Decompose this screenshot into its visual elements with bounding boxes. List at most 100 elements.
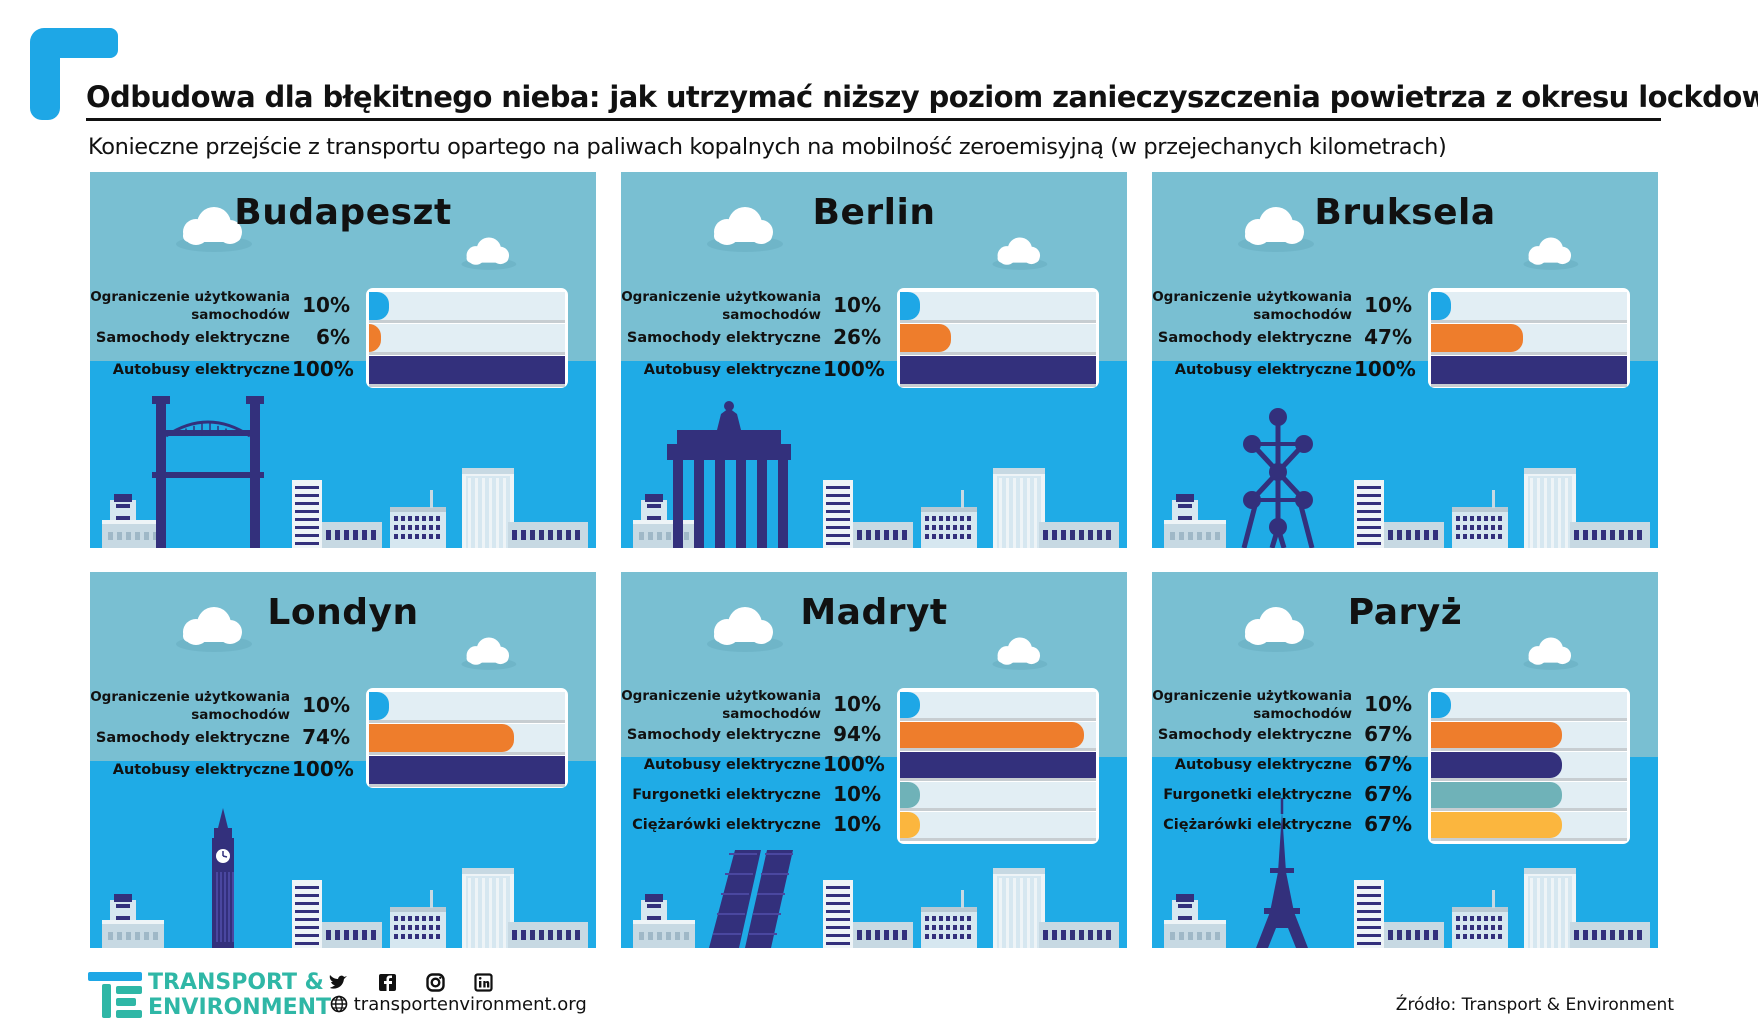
bigben-landmark-icon [212,808,234,948]
row-label: Autobusy elektryczne [643,362,821,378]
facebook-icon[interactable] [379,974,396,991]
atomium-landmark-icon [1241,408,1315,548]
bar-box [1428,288,1630,388]
row-label: Autobusy elektryczne [112,762,290,778]
row-label: Ograniczenie użytkowania samochodów [90,689,290,723]
bar-track [369,292,565,323]
city-scene [102,207,588,548]
bar-fill [900,292,920,320]
cloud-icon [992,237,1048,270]
city-name: Madryt [800,592,948,633]
row-value: 10% [1364,293,1412,317]
cloud-icon [1523,637,1579,670]
bar-fill [900,324,951,352]
city-panel-6: Paryż Ograniczenie użytkowania samochodów 1… [1152,572,1658,948]
city-panel-3: Bruksela Ograniczenie użytkowania samochod… [1152,172,1658,548]
bar-fill [1431,752,1563,778]
row-label: Autobusy elektryczne [112,362,290,378]
bar-track [900,356,1096,387]
bar-track [369,356,565,387]
row-value: 47% [1364,325,1412,349]
bar-fill [900,356,1096,384]
bar-track [1431,292,1627,323]
twitter-icon[interactable] [329,975,347,989]
row-label: Furgonetki elektryczne [632,787,821,803]
cloud-icon [707,207,783,252]
row-value: 100% [823,752,885,776]
bar-track [1431,324,1627,355]
globe-icon [330,995,348,1013]
city-name: Londyn [267,592,419,633]
city-name: Budapeszt [234,192,452,233]
row-value: 100% [823,357,885,381]
kio-landmark-icon [709,850,793,948]
bar-box [897,688,1099,844]
bar-fill [369,356,565,384]
bar-box [366,288,568,388]
website-url: transportenvironment.org [353,994,587,1015]
bar-fill [1431,292,1451,320]
row-value: 10% [833,812,881,836]
row-value: 10% [833,293,881,317]
bar-fill [369,292,389,320]
bar-track [1431,356,1627,387]
bar-track [900,324,1096,355]
page-title: Odbudowa dla błękitnego nieba: jak utrzy… [86,80,1758,121]
row-value: 100% [292,357,354,381]
website[interactable]: transportenvironment.org [330,994,587,1015]
cloud-icon [176,607,252,652]
city-name: Paryż [1347,592,1463,633]
te-logo-icon [88,972,142,1018]
skyline [633,468,1119,548]
cloud-icon [461,637,517,670]
bar-fill [900,782,920,808]
city-name: Bruksela [1314,192,1496,233]
bar-fill [1431,722,1563,748]
linkedin-icon[interactable] [474,973,493,992]
brand-name: TRANSPORT & ENVIRONMENT [148,970,331,1020]
city-panel-5: Madryt Ograniczenie użytkowania samochodów… [621,572,1127,948]
bar-track [900,782,1096,811]
row-value: 10% [833,782,881,806]
corner-bracket-logo [30,28,118,120]
cloud-icon [707,607,783,652]
row-label: Ograniczenie użytkowania samochodów [621,289,821,323]
instagram-icon[interactable] [426,973,445,992]
row-value: 74% [302,725,350,749]
city-panel-2: Berlin Ograniczenie użytkowania samochodów… [621,172,1127,548]
skyline [102,468,588,548]
bar-track [900,292,1096,323]
bar-track [1431,812,1627,841]
bar-fill [369,724,515,752]
row-value: 67% [1364,812,1412,836]
row-label: Ograniczenie użytkowania samochodów [621,688,821,722]
source-note: Źródło: Transport & Environment [1395,995,1674,1015]
row-label: Ciężarówki elektryczne [1163,817,1352,833]
row-label: Samochody elektryczne [95,730,290,746]
bar-track [369,724,565,755]
row-value: 100% [292,757,354,781]
bar-box [366,688,568,788]
row-value: 10% [302,293,350,317]
bar-track [900,722,1096,751]
row-value: 100% [1354,357,1416,381]
bar-track [1431,722,1627,751]
brand-line-1: TRANSPORT & [148,970,324,995]
row-value: 67% [1364,752,1412,776]
skyline [1164,468,1650,548]
row-label: Autobusy elektryczne [1174,362,1352,378]
brand-line-2: ENVIRONMENT [148,995,332,1020]
row-value: 26% [833,325,881,349]
bar-track [900,692,1096,721]
cloud-icon [1238,607,1314,652]
row-label: Samochody elektryczne [626,727,821,743]
skyline [1164,868,1650,948]
bar-track [369,692,565,723]
bar-fill [1431,782,1563,808]
bar-fill [1431,324,1524,352]
row-label: Autobusy elektryczne [1174,757,1352,773]
bar-track [1431,692,1627,721]
row-label: Autobusy elektryczne [643,757,821,773]
row-value: 94% [833,722,881,746]
row-value: 10% [1364,692,1412,716]
